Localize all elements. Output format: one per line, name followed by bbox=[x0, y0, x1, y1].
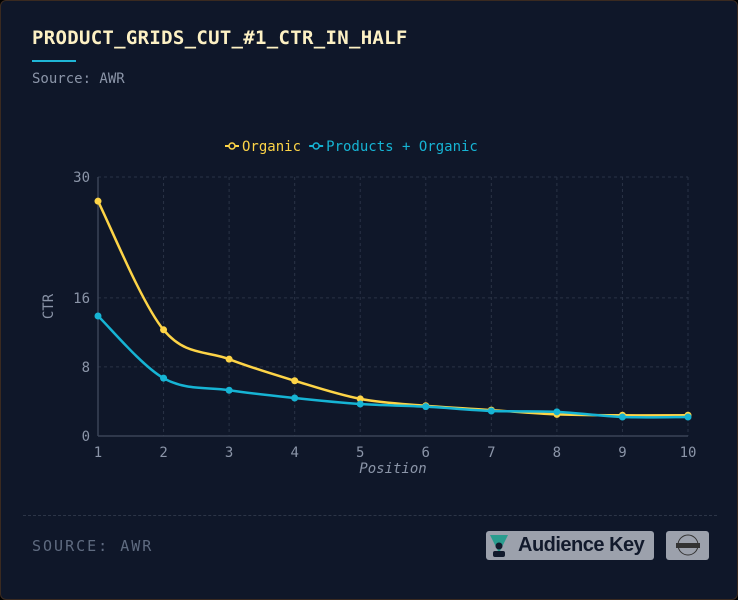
data-point bbox=[422, 403, 430, 411]
data-point bbox=[356, 400, 364, 408]
x-tick-label: 3 bbox=[225, 445, 233, 461]
data-point bbox=[684, 413, 692, 421]
x-tick-label: 4 bbox=[290, 445, 298, 461]
line-chart: 0 8 16 30 1 2 3 4 5 6 7 8 9 10 Position CTR Organic Produ… bbox=[41, 139, 697, 477]
data-point bbox=[487, 407, 495, 415]
chart-title: PRODUCT_GRIDS_CUT_#1_CTR_IN_HALF bbox=[32, 27, 408, 49]
x-tick-label: 7 bbox=[487, 445, 495, 461]
x-tick-label: 2 bbox=[159, 445, 167, 461]
data-point bbox=[94, 197, 102, 205]
data-point bbox=[225, 355, 233, 363]
y-tick-label: 30 bbox=[73, 170, 90, 186]
series-line bbox=[97, 315, 689, 419]
x-axis-label: Position bbox=[359, 461, 426, 477]
y-tick-label: 16 bbox=[73, 291, 90, 307]
legend-marker bbox=[228, 142, 236, 150]
data-point bbox=[291, 377, 299, 385]
data-point bbox=[291, 394, 299, 402]
y-axis-label: CTR bbox=[41, 293, 57, 319]
legend-marker bbox=[312, 142, 320, 150]
seal-icon bbox=[676, 534, 700, 556]
chart-subtitle: Source: AWR bbox=[32, 71, 125, 87]
logo-text: Audience Key bbox=[518, 534, 645, 556]
data-point bbox=[225, 386, 233, 394]
y-tick-label: 0 bbox=[82, 429, 90, 445]
data-point bbox=[618, 413, 626, 421]
badge-logo bbox=[666, 531, 709, 560]
x-tick-label: 1 bbox=[94, 445, 102, 461]
audience-key-logo: Audience Key bbox=[486, 531, 654, 560]
x-tick-label: 10 bbox=[680, 445, 697, 461]
x-tick-label: 6 bbox=[422, 445, 430, 461]
x-tick-label: 5 bbox=[356, 445, 364, 461]
data-point bbox=[553, 408, 561, 416]
footer-source: SOURCE: AWR bbox=[32, 537, 154, 555]
data-point bbox=[160, 326, 168, 334]
y-tick-label: 8 bbox=[82, 360, 90, 376]
legend-label: Organic bbox=[242, 139, 301, 155]
data-point bbox=[160, 374, 168, 382]
title-underline bbox=[32, 60, 76, 62]
x-tick-label: 8 bbox=[553, 445, 561, 461]
series-line bbox=[96, 200, 689, 417]
audience-key-icon bbox=[490, 534, 508, 557]
data-point bbox=[356, 395, 364, 403]
footer-divider bbox=[23, 515, 717, 516]
data-point bbox=[94, 312, 102, 320]
x-tick-label: 9 bbox=[618, 445, 626, 461]
legend-label: Products + Organic bbox=[326, 139, 478, 155]
